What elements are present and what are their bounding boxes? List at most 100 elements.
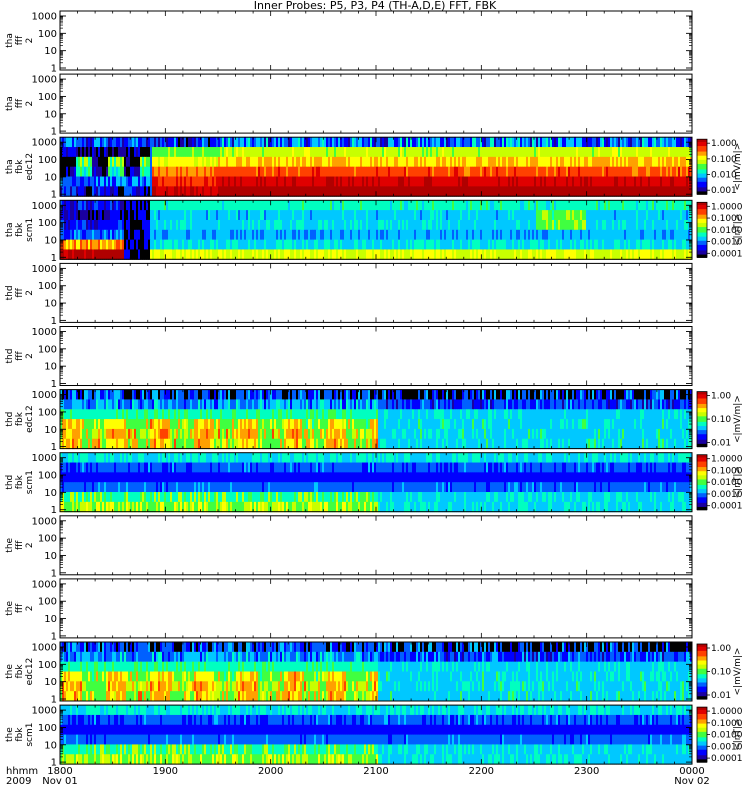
spectrogram-3-cell [428, 219, 431, 231]
spectrogram-2-cell [84, 137, 87, 148]
spectrogram-3-cell [478, 210, 481, 221]
spectrogram-3-cell [664, 239, 667, 250]
spectrogram-3-cell [594, 200, 597, 211]
spectrogram-3-cell [148, 210, 151, 221]
spectrogram-2-cell [286, 166, 289, 178]
spectrogram-2-cell [498, 147, 501, 158]
spectrogram-2-cell [670, 137, 673, 148]
spectrogram-3-cell [198, 210, 201, 221]
spectrogram-6-cell [248, 389, 251, 400]
spectrogram-3-cell [426, 239, 429, 250]
spectrogram-2-cell [180, 186, 183, 197]
spectrogram-3-cell [440, 229, 443, 241]
spectrogram-3-cell [350, 219, 353, 231]
spectrogram-3-cell [662, 239, 665, 250]
spectrogram-2-cell [286, 137, 289, 148]
spectrogram-2-cell [566, 176, 569, 187]
spectrogram-6-cell [500, 389, 503, 400]
spectrogram-3-cell [162, 239, 165, 250]
spectrogram-2-cell [428, 176, 431, 187]
spectrogram-3-cell [338, 200, 341, 211]
spectrogram-3-cell [296, 210, 299, 221]
spectrogram-3-cell [378, 239, 381, 250]
spectrogram-2-cell [412, 156, 415, 168]
spectrogram-3-cell [506, 219, 509, 231]
spectrogram-2-cell [84, 156, 87, 168]
spectrogram-3-cell [614, 249, 617, 260]
spectrogram-3-cell [200, 200, 203, 211]
spectrogram-3-cell [70, 249, 73, 260]
spectrogram-3-cell [554, 219, 557, 231]
spectrogram-2-cell [234, 186, 237, 197]
spectrogram-3-cell [166, 229, 169, 241]
spectrogram-3-cell [326, 219, 329, 231]
spectrogram-3-cell [74, 200, 77, 211]
colorbar-3-cell-2 [697, 205, 707, 208]
spectrogram-2-cell [140, 186, 143, 197]
spectrogram-3-cell [408, 200, 411, 211]
spectrogram-2-cell [610, 186, 613, 197]
spectrogram-2-cell [594, 186, 597, 197]
spectrogram-2-cell [154, 186, 157, 197]
spectrogram-3-cell [582, 200, 585, 211]
spectrogram-2-cell [216, 137, 219, 148]
spectrogram-2-cell [280, 166, 283, 178]
spectrogram-2-cell [632, 147, 635, 158]
spectrogram-2-cell [638, 156, 641, 168]
spectrogram-3-cell [406, 200, 409, 211]
spectrogram-2-cell [334, 137, 337, 148]
spectrogram-6-cell [216, 389, 219, 400]
spectrogram-3-cell [284, 249, 287, 260]
spectrogram-3-cell [284, 219, 287, 231]
spectrogram-2-cell [512, 186, 515, 197]
spectrogram-3-cell [256, 210, 259, 221]
spectrogram-3-cell [282, 249, 285, 260]
spectrogram-2-cell [344, 186, 347, 197]
spectrogram-3-cell [170, 229, 173, 241]
spectrogram-2-cell [332, 137, 335, 148]
spectrogram-6-cell [100, 389, 103, 400]
spectrogram-3-cell [82, 219, 85, 231]
spectrogram-3-cell [680, 249, 683, 260]
spectrogram-3-cell [252, 229, 255, 241]
spectrogram-2-cell [374, 137, 377, 148]
spectrogram-3-cell [140, 210, 143, 221]
spectrogram-2-cell [140, 147, 143, 158]
spectrogram-3-cell [336, 249, 339, 260]
spectrogram-6-cell [270, 389, 273, 400]
spectrogram-2-cell [516, 186, 519, 197]
spectrogram-3-cell [114, 210, 117, 221]
spectrogram-6-cell [388, 389, 391, 400]
spectrogram-2-cell [438, 137, 441, 148]
spectrogram-3-cell [608, 210, 611, 221]
spectrogram-2-cell [314, 156, 317, 168]
spectrogram-2-cell [450, 137, 453, 148]
spectrogram-6-cell [522, 389, 525, 400]
spectrogram-2-cell [438, 186, 441, 197]
spectrogram-2-cell [552, 166, 555, 178]
spectrogram-2-cell [88, 176, 91, 187]
spectrogram-3-cell [420, 219, 423, 231]
spectrogram-2-cell [628, 186, 631, 197]
spectrogram-2-cell [210, 166, 213, 178]
spectrogram-3-cell [436, 210, 439, 221]
spectrogram-3-cell [496, 249, 499, 260]
spectrogram-2-cell [660, 166, 663, 178]
spectrogram-3-cell [640, 239, 643, 250]
spectrogram-3-cell [310, 219, 313, 231]
spectrogram-3-cell [314, 249, 317, 260]
spectrogram-3-cell [528, 249, 531, 260]
spectrogram-3-cell [368, 229, 371, 241]
spectrogram-2-cell [676, 137, 679, 148]
spectrogram-3-cell [240, 229, 243, 241]
spectrogram-3-cell [366, 239, 369, 250]
spectrogram-3-cell [192, 239, 195, 250]
spectrogram-3-cell [394, 249, 397, 260]
spectrogram-2-cell [240, 186, 243, 197]
spectrogram-3-cell [674, 229, 677, 241]
spectrogram-3-cell [676, 229, 679, 241]
spectrogram-3-cell [136, 219, 139, 231]
spectrogram-2-cell [612, 156, 615, 168]
spectrogram-2-cell [624, 156, 627, 168]
spectrogram-3-cell [440, 249, 443, 260]
